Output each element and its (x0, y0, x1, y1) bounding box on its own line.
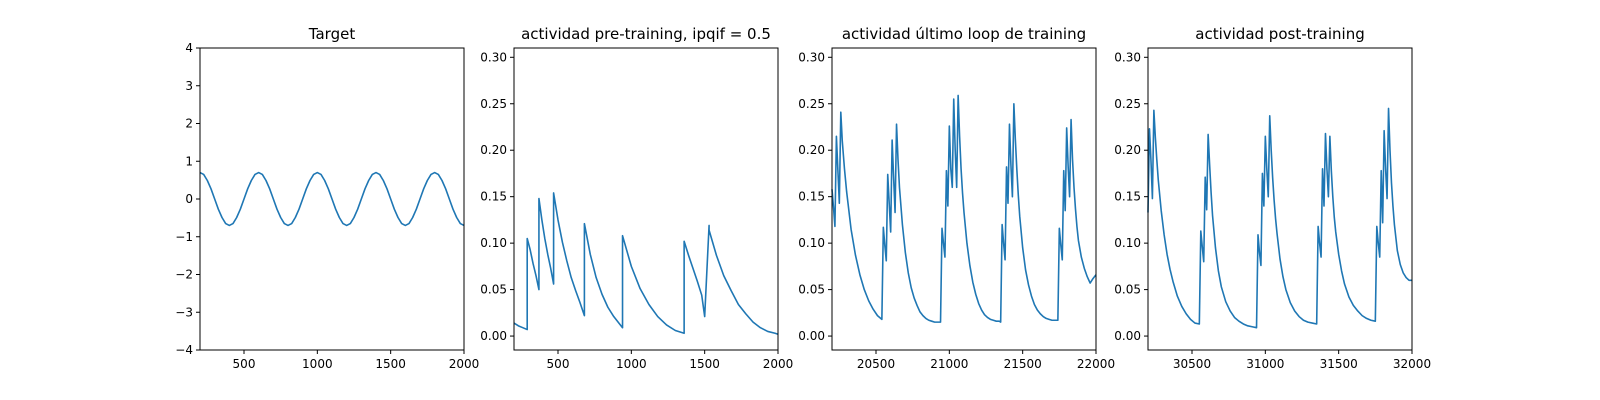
y-tick-label: 0.10 (798, 236, 825, 250)
y-tick-label: 0.30 (798, 50, 825, 64)
x-tick-label: 1500 (375, 357, 406, 371)
x-tick-label: 21500 (1004, 357, 1042, 371)
series-line-1 (199, 171, 465, 227)
chart-title: actividad pre-training, ipqif = 0.5 (521, 25, 771, 43)
y-tick-label: 0.25 (480, 97, 507, 111)
y-tick-label: 2 (185, 117, 193, 131)
chart-title: actividad post-training (1195, 25, 1364, 43)
y-tick-label: 0.20 (480, 143, 507, 157)
chart-panel-3: 20500 21000 21500 22000 0.00 0.05 0.10 0.15 0.20… (798, 25, 1115, 371)
y-tick-label: 0.15 (798, 190, 825, 204)
y-tick-label: 0.00 (480, 329, 507, 343)
x-tick-label: 32000 (1393, 357, 1431, 371)
x-tick-label: 21000 (930, 357, 968, 371)
y-tick-label: 0.20 (798, 143, 825, 157)
x-tick-label: 1500 (689, 357, 720, 371)
y-tick-label: 0.25 (798, 97, 825, 111)
y-tick-label: 0.25 (1114, 97, 1141, 111)
x-tick-label: 1000 (302, 357, 333, 371)
y-tick-label: 0.30 (1114, 50, 1141, 64)
y-tick-label: 0.05 (480, 283, 507, 297)
y-tick-label: 0.10 (480, 236, 507, 250)
y-tick-label: 0.15 (1114, 190, 1141, 204)
x-tick-label: 31500 (1320, 357, 1358, 371)
chart-title: actividad último loop de training (842, 25, 1086, 43)
x-tick-label: 22000 (1077, 357, 1115, 371)
y-tick-label: 0.00 (798, 329, 825, 343)
x-tick-label: 500 (547, 357, 570, 371)
chart-panel-2: 500 1000 1500 2000 0.00 0.05 0.10 0.15 0.20 0.25 0… (480, 25, 793, 371)
y-tick-label: 0.15 (480, 190, 507, 204)
y-tick-label: 1 (185, 154, 193, 168)
series-line-1 (1147, 107, 1412, 329)
y-tick-label: 0.05 (1114, 283, 1141, 297)
y-tick-label: 0.20 (1114, 143, 1141, 157)
y-tick-label: 3 (185, 79, 193, 93)
x-tick-label: 2000 (449, 357, 480, 371)
x-tick-label: 31000 (1246, 357, 1284, 371)
y-tick-label: −3 (175, 305, 193, 319)
y-tick-label: −2 (175, 268, 193, 282)
series-line-1 (513, 192, 779, 335)
y-tick-label: 0.30 (480, 50, 507, 64)
x-tick-label: 30500 (1173, 357, 1211, 371)
x-tick-label: 500 (233, 357, 256, 371)
x-tick-label: 1000 (616, 357, 647, 371)
chart-panel-4: 30500 31000 31500 32000 0.00 0.05 0.10 0.15 0.20… (1114, 25, 1431, 371)
x-tick-label: 2000 (763, 357, 794, 371)
y-tick-label: −4 (175, 343, 193, 357)
y-tick-label: 0.05 (798, 283, 825, 297)
y-tick-label: −1 (175, 230, 193, 244)
y-tick-label: 0.10 (1114, 236, 1141, 250)
x-tick-label: 20500 (857, 357, 895, 371)
series-line-1 (831, 94, 1097, 323)
y-tick-label: 0.00 (1114, 329, 1141, 343)
plot-frame (513, 47, 779, 351)
chart-panel-1: 500 1000 1500 2000 −4 −3 −2 −1 0 1 2 3 4 Target (175, 25, 479, 371)
y-tick-label: 0 (185, 192, 193, 206)
y-tick-label: 4 (185, 41, 193, 55)
plot-frame (831, 47, 1097, 351)
plot-frame (1147, 47, 1413, 351)
chart-title: Target (308, 25, 356, 43)
